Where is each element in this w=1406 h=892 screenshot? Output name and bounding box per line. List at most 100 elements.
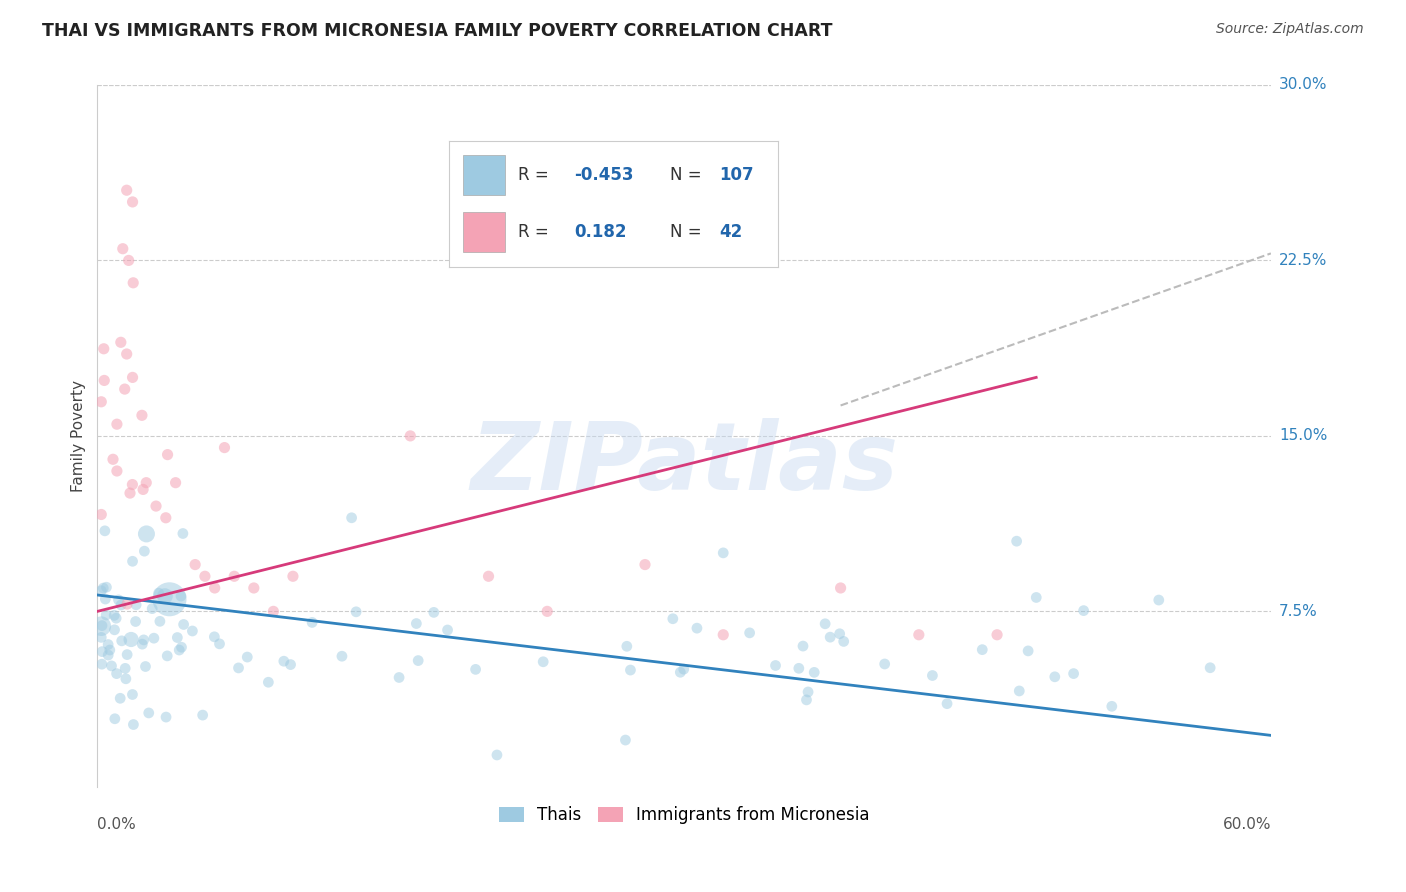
Point [90, 394, 112, 409]
Point [155, 510, 177, 524]
Point [436, 623, 458, 637]
Point [103, 623, 125, 637]
Text: 15.0%: 15.0% [1279, 428, 1327, 443]
Point [131, 409, 153, 423]
Point [121, 688, 143, 702]
Point [115, 597, 138, 611]
Point [159, 592, 181, 607]
Point [155, 710, 177, 724]
Point [165, 475, 187, 490]
Point [936, 697, 959, 711]
Point [111, 633, 134, 648]
Point [148, 586, 170, 600]
Point [156, 648, 179, 663]
Text: THAI VS IMMIGRANTS FROM MICRONESIA FAMILY POVERTY CORRELATION CHART: THAI VS IMMIGRANTS FROM MICRONESIA FAMIL… [42, 22, 832, 40]
Point [711, 546, 734, 560]
Point [202, 630, 225, 644]
Point [145, 499, 167, 513]
Point [406, 654, 429, 668]
Point [191, 708, 214, 723]
Point [830, 581, 852, 595]
Point [115, 347, 138, 361]
Point [257, 675, 280, 690]
Point [114, 382, 136, 396]
Point [105, 611, 128, 625]
Point [173, 617, 195, 632]
Point [135, 527, 157, 541]
Point [1199, 661, 1222, 675]
Point [464, 662, 486, 676]
Point [115, 672, 138, 686]
Point [301, 615, 323, 630]
Text: 7.5%: 7.5% [1279, 604, 1317, 619]
Point [135, 475, 157, 490]
Text: Source: ZipAtlas.com: Source: ZipAtlas.com [1216, 22, 1364, 37]
Point [125, 598, 148, 612]
Point [330, 649, 353, 664]
Point [214, 441, 236, 455]
Point [273, 654, 295, 668]
Point [115, 648, 138, 662]
Point [228, 661, 250, 675]
Point [619, 663, 641, 677]
Point [91, 645, 114, 659]
Point [105, 464, 128, 478]
Point [96, 580, 118, 594]
Point [814, 616, 837, 631]
Point [90, 619, 112, 633]
Point [149, 615, 172, 629]
Point [108, 691, 131, 706]
Point [204, 581, 226, 595]
Point [90, 657, 112, 672]
Point [110, 598, 132, 612]
Point [818, 630, 841, 644]
Point [388, 671, 411, 685]
Point [908, 628, 931, 642]
Point [614, 733, 637, 747]
Text: ZIPatlas: ZIPatlas [470, 418, 898, 510]
Point [1073, 604, 1095, 618]
Text: 22.5%: 22.5% [1279, 253, 1327, 268]
Point [672, 662, 695, 676]
Point [972, 642, 994, 657]
Point [224, 569, 246, 583]
Point [94, 524, 117, 538]
Point [797, 685, 820, 699]
Point [115, 183, 138, 197]
Point [262, 604, 284, 618]
Point [1101, 699, 1123, 714]
Point [1017, 644, 1039, 658]
Point [90, 508, 112, 522]
Point [181, 624, 204, 638]
Point [97, 638, 120, 652]
Point [399, 429, 422, 443]
Point [91, 618, 114, 632]
Point [111, 242, 134, 256]
Point [243, 581, 266, 595]
Point [107, 593, 129, 607]
Legend: Thais, Immigrants from Micronesia: Thais, Immigrants from Micronesia [492, 800, 876, 831]
Point [90, 583, 112, 598]
Point [166, 631, 188, 645]
Point [153, 589, 176, 603]
Point [121, 477, 143, 491]
Point [105, 417, 128, 432]
Point [1043, 670, 1066, 684]
Point [662, 612, 685, 626]
Point [98, 643, 121, 657]
Point [94, 592, 117, 607]
Point [340, 510, 363, 524]
Point [103, 608, 125, 623]
Point [796, 693, 818, 707]
Point [170, 589, 193, 603]
Point [921, 668, 943, 682]
Point [1005, 534, 1028, 549]
Point [114, 661, 136, 675]
Point [167, 643, 190, 657]
Point [134, 659, 156, 673]
Point [634, 558, 657, 572]
Point [122, 276, 145, 290]
Point [669, 665, 692, 680]
Point [93, 373, 115, 387]
Point [711, 628, 734, 642]
